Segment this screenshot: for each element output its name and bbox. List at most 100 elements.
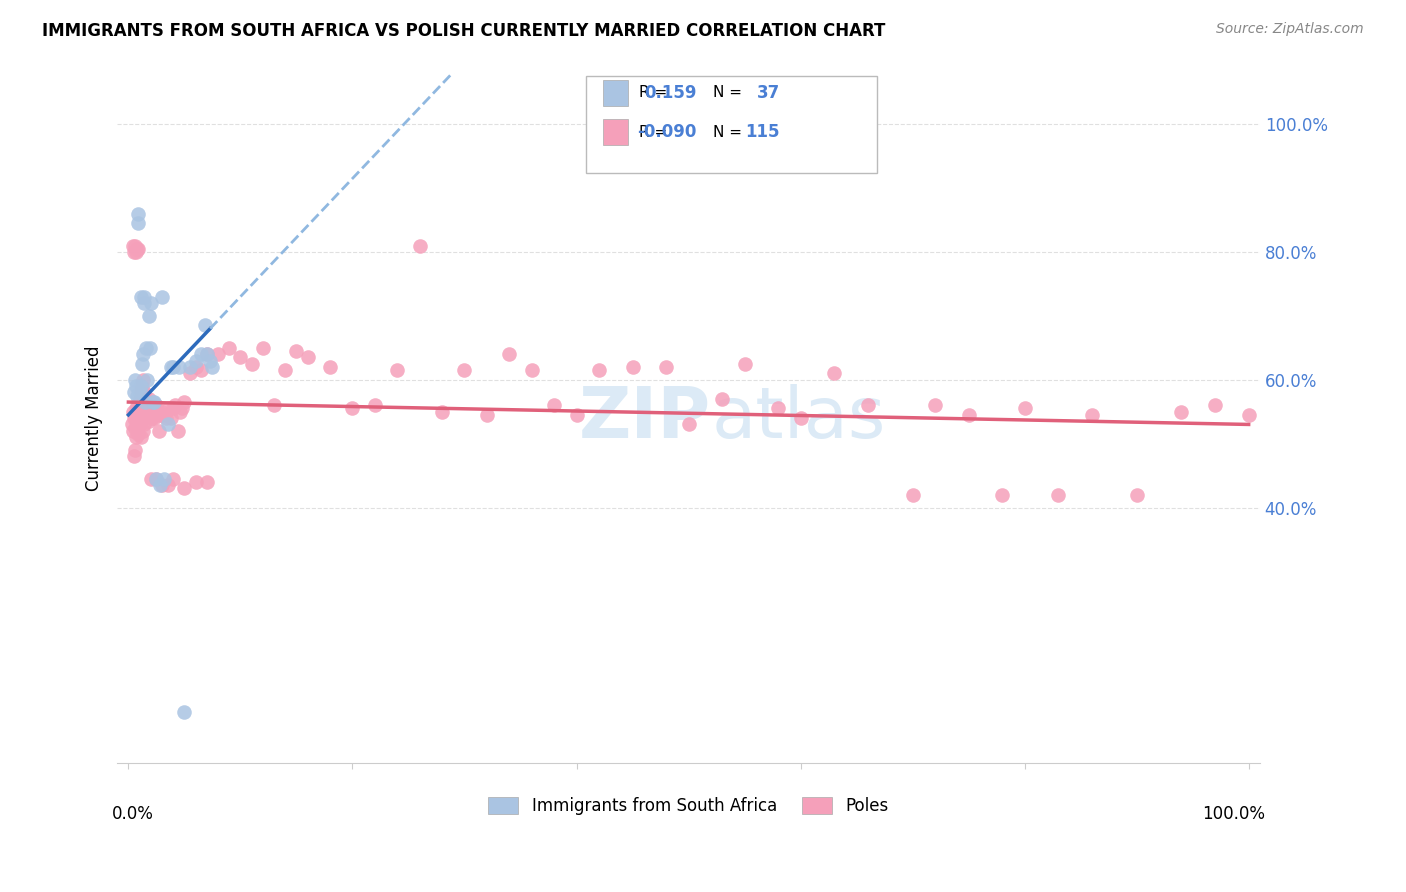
Point [190, 347, 212, 361]
Point [131, 408, 153, 422]
Point [252, 341, 274, 355]
Point [655, 359, 678, 374]
Point [263, 398, 285, 412]
Point [195, 475, 218, 489]
Point [129, 405, 152, 419]
Point [172, 401, 194, 416]
Point [122, 385, 145, 400]
Point [145, 398, 167, 412]
Point [162, 359, 184, 374]
Point [146, 405, 169, 419]
Point [143, 395, 166, 409]
Point [162, 472, 184, 486]
Point [198, 353, 221, 368]
Point [190, 363, 212, 377]
Point [543, 398, 565, 412]
Point [138, 309, 160, 323]
Point [274, 363, 297, 377]
Point [167, 359, 190, 374]
Point [139, 472, 162, 486]
Point [129, 290, 152, 304]
Text: N =: N = [713, 86, 741, 101]
Point [193, 318, 215, 333]
Point [165, 398, 187, 412]
Point [145, 472, 167, 486]
Text: R =: R = [640, 86, 668, 101]
Point [229, 351, 252, 365]
Point [173, 395, 195, 409]
Point [150, 290, 173, 304]
Point [621, 359, 644, 374]
Point [127, 401, 149, 416]
Point [179, 359, 201, 374]
Point [132, 385, 155, 400]
Point [138, 405, 160, 419]
Point [240, 357, 263, 371]
Point [127, 242, 149, 256]
Point [125, 379, 148, 393]
Point [207, 347, 229, 361]
Point [135, 341, 157, 355]
Point [153, 408, 176, 422]
Point [121, 417, 143, 432]
Point [162, 401, 184, 416]
Point [127, 408, 149, 422]
Point [453, 363, 475, 377]
Point [565, 408, 588, 422]
Point [498, 347, 520, 361]
Point [173, 481, 195, 495]
Point [129, 385, 152, 400]
Point [138, 341, 160, 355]
Point [134, 408, 156, 422]
Point [520, 363, 543, 377]
Point [179, 367, 201, 381]
Point [131, 401, 153, 416]
Point [156, 417, 179, 432]
Point [136, 398, 159, 412]
Point [1014, 401, 1036, 416]
Point [588, 363, 610, 377]
Point [125, 244, 148, 259]
Point [143, 401, 166, 416]
Point [139, 398, 162, 412]
Point [129, 430, 152, 444]
Point [122, 405, 145, 419]
Point [131, 379, 153, 393]
Point [408, 238, 430, 252]
Point [364, 398, 387, 412]
Point [138, 392, 160, 406]
Text: N =: N = [713, 125, 741, 140]
Point [128, 398, 150, 412]
Point [430, 405, 453, 419]
Point [1125, 488, 1147, 502]
Point [711, 392, 734, 406]
Point [122, 411, 145, 425]
Point [143, 411, 166, 425]
Text: -0.090: -0.090 [637, 123, 696, 141]
Point [297, 351, 319, 365]
Point [901, 488, 924, 502]
Point [678, 417, 700, 432]
Point [856, 398, 879, 412]
Point [128, 417, 150, 432]
Text: atlas: atlas [711, 384, 886, 452]
Point [1170, 405, 1192, 419]
Point [195, 347, 218, 361]
Point [132, 424, 155, 438]
Text: 37: 37 [756, 84, 780, 102]
Point [139, 296, 162, 310]
Point [184, 353, 207, 368]
Point [138, 414, 160, 428]
Point [134, 401, 156, 416]
Point [184, 475, 207, 489]
Point [153, 472, 176, 486]
Point [127, 414, 149, 428]
Point [142, 395, 165, 409]
Point [128, 392, 150, 406]
Point [134, 392, 156, 406]
Point [124, 238, 146, 252]
Point [823, 367, 845, 381]
Point [124, 373, 146, 387]
Point [127, 206, 149, 220]
Point [766, 401, 789, 416]
